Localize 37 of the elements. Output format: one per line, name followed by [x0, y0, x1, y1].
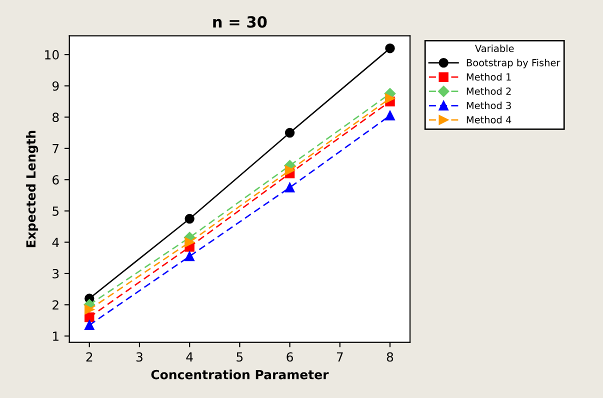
point — [84, 304, 94, 314]
y-tick-label: 5 — [52, 206, 59, 216]
point — [385, 94, 395, 104]
y-axis-title: Expected Length — [26, 130, 38, 248]
point — [84, 320, 94, 330]
legend-label: Method 3 — [466, 102, 511, 110]
legend-label: Method 4 — [466, 116, 512, 124]
y-tick-label: 7 — [52, 144, 59, 154]
x-tick-label: 5 — [236, 352, 243, 362]
point — [284, 128, 295, 138]
x-tick-label: 4 — [186, 352, 193, 362]
y-tick-label: 6 — [52, 175, 59, 185]
chart-title: n = 30 — [213, 16, 267, 28]
point — [184, 214, 194, 224]
y-tick-label: 10 — [45, 50, 59, 60]
point — [284, 165, 295, 176]
y-tick-label: 8 — [52, 112, 59, 122]
point — [385, 43, 395, 54]
x-axis-title: Concentration Parameter — [151, 370, 329, 380]
legend-label: Method 1 — [466, 73, 511, 81]
y-tick-label: 2 — [52, 300, 58, 310]
legend-label: Method 2 — [466, 87, 511, 95]
y-tick-label: 9 — [52, 81, 59, 91]
x-tick-label: 8 — [386, 352, 394, 362]
y-tick-label: 1 — [53, 332, 58, 341]
point — [184, 251, 194, 262]
point — [184, 237, 194, 248]
legend-title: Variable — [475, 44, 514, 52]
legend-label: Bootstrap by Fisher — [466, 58, 560, 68]
x-tick-label: 6 — [286, 352, 293, 362]
x-tick-label: 2 — [86, 352, 92, 362]
x-tick-label: 3 — [136, 352, 142, 362]
y-tick-label: 4 — [52, 238, 59, 247]
y-tick-label: 3 — [52, 268, 59, 278]
point — [284, 182, 295, 192]
point — [385, 110, 395, 120]
x-tick-label: 7 — [336, 352, 343, 362]
